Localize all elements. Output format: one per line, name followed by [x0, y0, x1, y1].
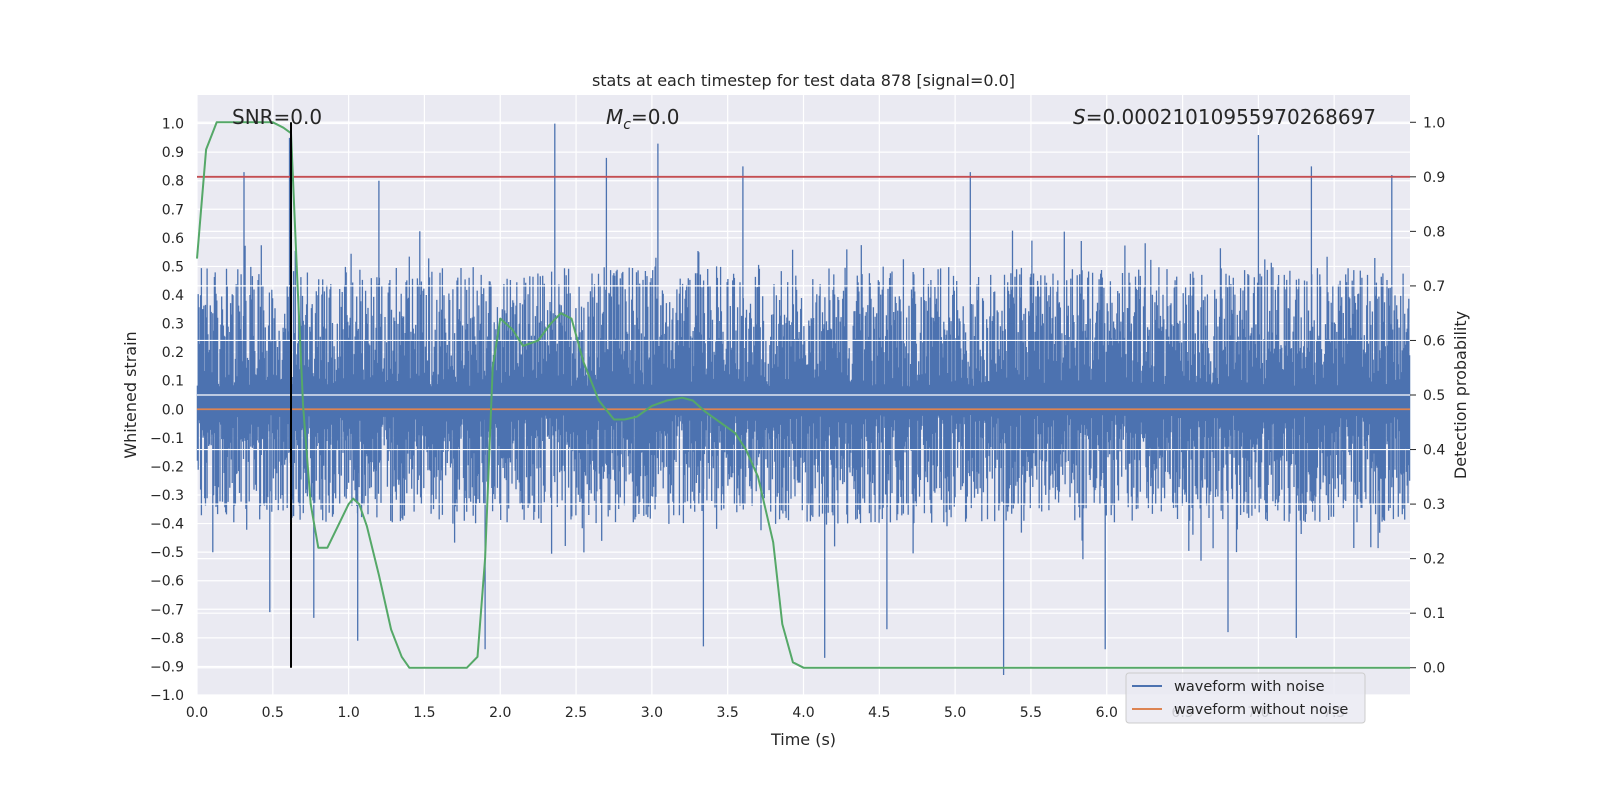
- x-tick-label: 0.5: [262, 705, 284, 721]
- y-tick-label: −0.5: [150, 545, 184, 561]
- y2-tick-label: 0.4: [1423, 443, 1445, 459]
- y-tick-label: 0.4: [162, 288, 184, 304]
- x-tick-label: 2.0: [489, 705, 511, 721]
- y-tick-label: 0.8: [162, 174, 184, 190]
- y2-axis-label: Detection probability: [1451, 311, 1470, 479]
- x-tick-label: 4.0: [792, 705, 814, 721]
- legend-label-clean: waveform without noise: [1174, 702, 1348, 718]
- y2-tick-label: 0.2: [1423, 552, 1445, 568]
- y-tick-label: −0.1: [150, 431, 184, 447]
- y2-tick-label: 0.8: [1423, 224, 1445, 240]
- legend: waveform with noise waveform without noi…: [1125, 672, 1366, 724]
- y2-tick-label: 0.0: [1423, 661, 1445, 677]
- mc-subscript: c: [623, 117, 631, 133]
- y-tick-label: 0.5: [162, 259, 184, 275]
- x-tick-label: 6.0: [1096, 705, 1118, 721]
- series: [196, 121, 1411, 675]
- series-detection-probability: [196, 121, 1410, 669]
- y2-tick-label: 0.3: [1423, 497, 1445, 513]
- x-axis-label: Time (s): [770, 730, 836, 749]
- chart-title: stats at each timestep for test data 878…: [592, 71, 1015, 90]
- legend-box: [1125, 672, 1366, 724]
- mc-annotation: Mc=0.0: [606, 105, 680, 133]
- y-axis-label: Whitened strain: [121, 331, 140, 458]
- axes: 0.00.51.01.52.02.53.03.54.04.55.05.56.06…: [150, 115, 1445, 721]
- y2-tick-label: 0.6: [1423, 333, 1445, 349]
- y-tick-label: 0.0: [162, 402, 184, 418]
- y2-tick-label: 0.5: [1423, 388, 1445, 404]
- legend-label-noise: waveform with noise: [1174, 679, 1325, 695]
- x-tick-label: 1.0: [337, 705, 359, 721]
- s-value: =0.00021010955970268697: [1086, 105, 1376, 129]
- y-tick-label: −0.9: [150, 659, 184, 675]
- x-tick-label: 2.5: [565, 705, 587, 721]
- y-tick-label: 0.1: [162, 374, 184, 390]
- y-tick-label: −0.6: [150, 574, 184, 590]
- y-tick-label: −0.3: [150, 488, 184, 504]
- y-tick-label: 0.2: [162, 345, 184, 361]
- y-tick-label: 0.7: [162, 202, 184, 218]
- y-tick-label: 0.9: [162, 145, 184, 161]
- x-tick-label: 3.0: [641, 705, 663, 721]
- y2-tick-label: 1.0: [1423, 115, 1445, 131]
- y-tick-label: −0.4: [150, 517, 184, 533]
- x-tick-label: 5.5: [1020, 705, 1042, 721]
- y-tick-label: −0.7: [150, 602, 184, 618]
- y2-tick-label: 0.1: [1423, 606, 1445, 622]
- mc-value: =0.0: [631, 105, 680, 129]
- y-tick-label: 0.6: [162, 231, 184, 247]
- plot-area: [196, 95, 1411, 696]
- x-tick-label: 3.5: [717, 705, 739, 721]
- y2-tick-label: 0.9: [1423, 170, 1445, 186]
- mc-symbol: M: [606, 105, 623, 129]
- s-annotation: S=0.00021010955970268697: [1073, 105, 1376, 129]
- y-tick-label: −1.0: [150, 688, 184, 704]
- y-tick-label: −0.8: [150, 631, 184, 647]
- y-tick-label: 1.0: [162, 117, 184, 133]
- x-tick-label: 5.0: [944, 705, 966, 721]
- x-tick-label: 4.5: [868, 705, 890, 721]
- y2-tick-label: 0.7: [1423, 279, 1445, 295]
- y-tick-label: 0.3: [162, 317, 184, 333]
- s-symbol: S: [1073, 105, 1086, 129]
- y-tick-label: −0.2: [150, 459, 184, 475]
- x-tick-label: 0.0: [186, 705, 208, 721]
- snr-annotation: SNR=0.0: [232, 105, 322, 129]
- x-tick-label: 1.5: [413, 705, 435, 721]
